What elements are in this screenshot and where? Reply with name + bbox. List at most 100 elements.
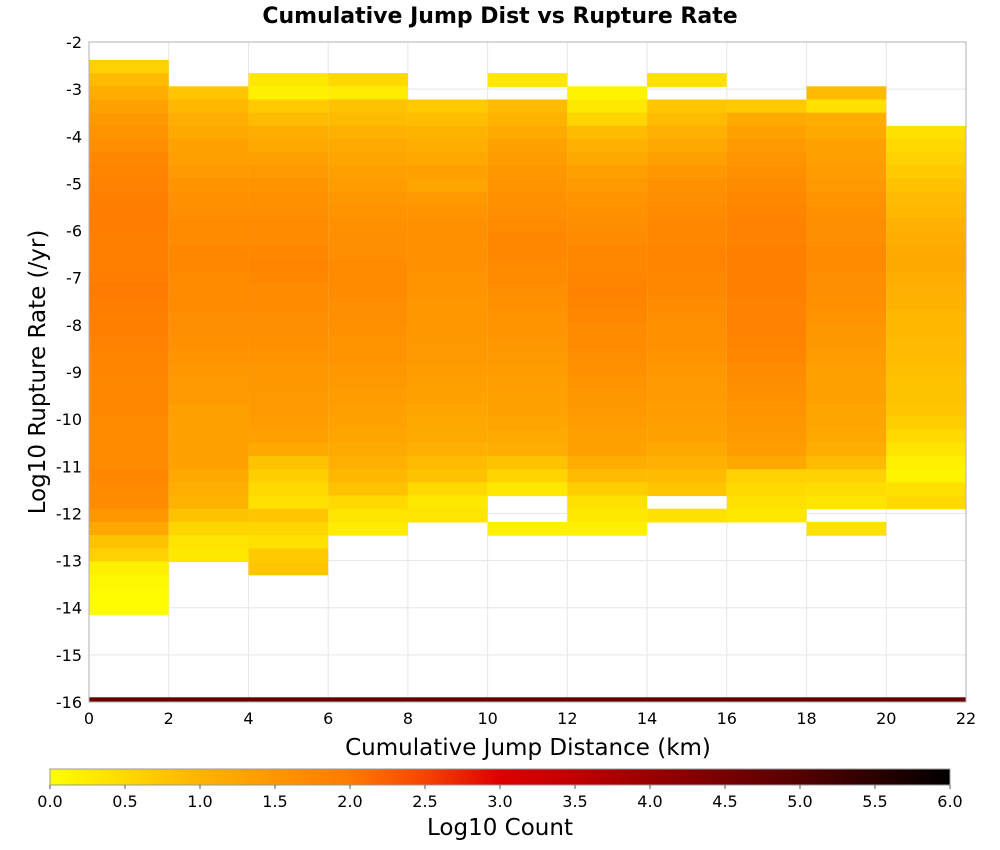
- heatmap-cell: [407, 284, 488, 299]
- x-tick-label: 0: [84, 709, 94, 728]
- heatmap-cell: [248, 99, 329, 114]
- heatmap-cell: [647, 257, 727, 272]
- heatmap-cell: [89, 244, 169, 259]
- heatmap-cell: [487, 403, 568, 417]
- heatmap-cell: [647, 376, 727, 391]
- y-tick-label: -10: [56, 410, 82, 429]
- heatmap-cell: [647, 429, 727, 444]
- heatmap-cell: [407, 363, 488, 378]
- heatmap-cell: [886, 178, 966, 193]
- heatmap-cell: [647, 112, 727, 127]
- x-tick-label: 4: [243, 709, 253, 728]
- heatmap-cell: [328, 389, 408, 404]
- heatmap-cell: [886, 455, 966, 470]
- heatmap-cell: [89, 403, 169, 417]
- y-tick-label: -6: [66, 222, 82, 241]
- heatmap-cell: [886, 350, 966, 365]
- heatmap-cell: [726, 191, 807, 206]
- heatmap-cell: [168, 363, 249, 378]
- heatmap-cell: [886, 376, 966, 391]
- heatmap-cell: [647, 73, 727, 87]
- heatmap-cell: [886, 442, 966, 457]
- heatmap-cell: [168, 521, 249, 536]
- heatmap-cell: [168, 205, 249, 219]
- heatmap-cell: [647, 139, 727, 153]
- heatmap-cell: [567, 112, 648, 127]
- heatmap-cell: [89, 139, 169, 153]
- heatmap-cell: [567, 521, 648, 536]
- heatmap-cell: [806, 165, 887, 180]
- heatmap-cell: [328, 165, 408, 180]
- heatmap-cell: [726, 389, 807, 404]
- heatmap-cell: [248, 284, 329, 299]
- heatmap-cell: [886, 152, 966, 167]
- heatmap-cell: [89, 257, 169, 272]
- heatmap-cell: [89, 574, 169, 589]
- heatmap-cell: [89, 125, 169, 140]
- heatmap-cell: [168, 337, 249, 351]
- heatmap-cell: [407, 257, 488, 272]
- heatmap-cell: [89, 191, 169, 206]
- heatmap-cell: [328, 271, 408, 285]
- heatmap-cell: [726, 218, 807, 233]
- heatmap-cell: [328, 86, 408, 101]
- heatmap-cell: [328, 455, 408, 470]
- heatmap-cell: [647, 337, 727, 351]
- heatmap-cell: [806, 125, 887, 140]
- heatmap-cell: [886, 271, 966, 285]
- heatmap-cell: [567, 469, 648, 483]
- heatmap-cell: [248, 73, 329, 87]
- heatmap-cell: [806, 455, 887, 470]
- heatmap-cell: [407, 99, 488, 114]
- heatmap-cell: [248, 469, 329, 483]
- colorbar-tick-label: 3.5: [562, 792, 587, 811]
- heatmap-cell: [726, 495, 807, 510]
- heatmap-cell: [168, 165, 249, 180]
- heatmap-cell: [726, 257, 807, 272]
- heatmap-cell: [248, 521, 329, 536]
- heatmap-cell: [328, 244, 408, 259]
- heatmap-cell: [806, 178, 887, 193]
- heatmap-cell: [647, 508, 727, 523]
- x-tick-label: 6: [323, 709, 333, 728]
- colorbar-tick-label: 1.0: [187, 792, 212, 811]
- colorbar-tick-label: 6.0: [937, 792, 962, 811]
- heatmap-cell: [726, 297, 807, 312]
- heatmap-cell: [726, 310, 807, 325]
- heatmap-cell: [248, 495, 329, 510]
- colorbar: [49, 768, 951, 786]
- heatmap-cell: [487, 218, 568, 233]
- heatmap-cell: [806, 99, 887, 114]
- heatmap-cell: [647, 191, 727, 206]
- heatmap-cell: [328, 152, 408, 167]
- heatmap-cell: [89, 205, 169, 219]
- heatmap-cell: [89, 548, 169, 563]
- heatmap-cell: [89, 73, 169, 87]
- heatmap-cell: [248, 218, 329, 233]
- heatmap-cell: [647, 125, 727, 140]
- heatmap-cell: [328, 416, 408, 431]
- heatmap-cell: [567, 495, 648, 510]
- heatmap-cell: [567, 165, 648, 180]
- heatmap-cell: [487, 323, 568, 338]
- y-tick-label: -5: [66, 174, 82, 193]
- heatmap-cell: [328, 376, 408, 391]
- heatmap-cell: [567, 205, 648, 219]
- heatmap-cell: [89, 363, 169, 378]
- heatmap-cell: [487, 310, 568, 325]
- heatmap-cell: [487, 455, 568, 470]
- heatmap-cell: [89, 429, 169, 444]
- heatmap-cell: [806, 297, 887, 312]
- chart-title: Cumulative Jump Dist vs Rupture Rate: [262, 4, 737, 29]
- heatmap-cell: [328, 508, 408, 523]
- heatmap-cell: [328, 284, 408, 299]
- heatmap-cell: [726, 244, 807, 259]
- heatmap-cell: [726, 125, 807, 140]
- heatmap-cell: [806, 521, 887, 536]
- heatmap-cell: [487, 73, 568, 87]
- heatmap-cell: [567, 389, 648, 404]
- heatmap-cell: [168, 284, 249, 299]
- heatmap-cell: [487, 521, 568, 536]
- heatmap-cell: [886, 416, 966, 431]
- x-tick-label: 16: [717, 709, 737, 728]
